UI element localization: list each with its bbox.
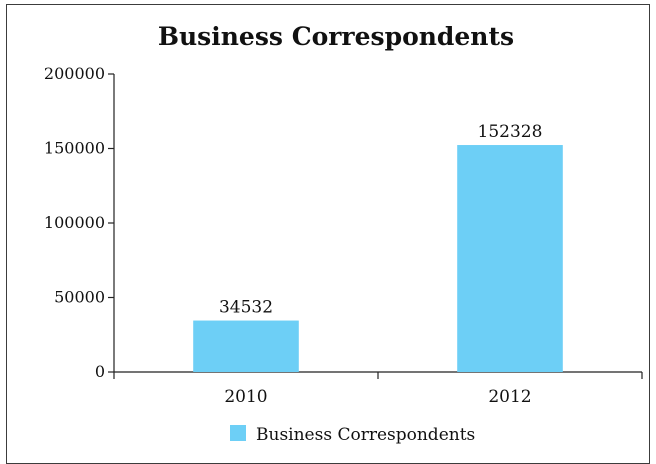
labels: 34532 2010 152328 2012	[219, 122, 543, 407]
data-label: 34532	[219, 298, 273, 318]
chart-title: Business Correspondents	[157, 22, 515, 51]
x-category-label: 2012	[488, 387, 531, 407]
y-tick-label: 50000	[54, 288, 105, 307]
y-tick-label: 150000	[44, 139, 105, 158]
bar	[193, 320, 299, 372]
bars	[193, 145, 563, 372]
legend-label: Business Correspondents	[256, 425, 475, 445]
bar	[457, 145, 563, 372]
data-label: 152328	[478, 122, 543, 142]
legend-swatch	[230, 425, 246, 441]
y-tick-label: 100000	[44, 213, 105, 232]
x-category-label: 2010	[224, 387, 267, 407]
legend: Business Correspondents	[230, 425, 475, 445]
y-tick-label: 200000	[44, 64, 105, 83]
y-tick-label: 0	[95, 362, 105, 381]
